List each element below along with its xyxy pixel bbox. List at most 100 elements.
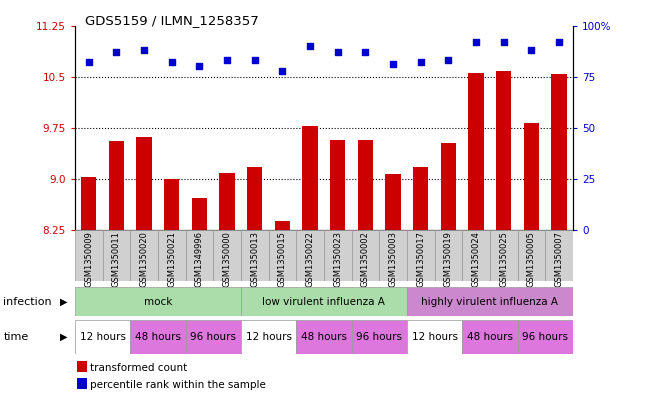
Bar xyxy=(441,143,456,230)
Bar xyxy=(275,221,290,230)
Bar xyxy=(352,320,407,354)
Bar xyxy=(462,320,518,354)
Text: percentile rank within the sample: percentile rank within the sample xyxy=(90,380,266,389)
Text: GSM1350020: GSM1350020 xyxy=(139,231,148,287)
Bar xyxy=(164,179,179,230)
Point xyxy=(388,61,398,68)
Bar xyxy=(186,230,213,281)
Bar xyxy=(75,230,103,281)
Bar xyxy=(407,320,462,354)
Text: time: time xyxy=(3,332,29,342)
Text: GSM1350011: GSM1350011 xyxy=(112,231,121,287)
Bar xyxy=(75,320,130,354)
Text: ▶: ▶ xyxy=(60,297,68,307)
Text: GSM1350013: GSM1350013 xyxy=(250,231,259,287)
Bar xyxy=(490,230,518,281)
Bar xyxy=(109,141,124,230)
Bar xyxy=(75,287,241,316)
Bar xyxy=(407,287,573,316)
Point xyxy=(360,49,370,55)
Bar xyxy=(385,174,400,230)
Text: 48 hours: 48 hours xyxy=(301,332,347,342)
Bar xyxy=(219,173,234,230)
Point xyxy=(333,49,343,55)
Bar xyxy=(435,230,462,281)
Bar xyxy=(379,230,407,281)
Bar xyxy=(545,230,573,281)
Point xyxy=(554,39,564,45)
Text: 48 hours: 48 hours xyxy=(135,332,181,342)
Text: GDS5159 / ILMN_1258357: GDS5159 / ILMN_1258357 xyxy=(85,14,258,27)
Bar xyxy=(213,230,241,281)
Text: GSM1350015: GSM1350015 xyxy=(278,231,287,287)
Bar xyxy=(192,198,207,230)
Bar xyxy=(352,230,379,281)
Bar xyxy=(518,230,545,281)
Bar xyxy=(158,230,186,281)
Text: GSM1350025: GSM1350025 xyxy=(499,231,508,287)
Text: GSM1350023: GSM1350023 xyxy=(333,231,342,287)
Text: 12 hours: 12 hours xyxy=(411,332,458,342)
Point xyxy=(167,59,177,66)
Bar xyxy=(407,230,435,281)
Text: 96 hours: 96 hours xyxy=(356,332,402,342)
Bar xyxy=(358,140,373,230)
Text: GSM1350005: GSM1350005 xyxy=(527,231,536,287)
Bar xyxy=(268,230,296,281)
Bar xyxy=(413,167,428,230)
Text: GSM1350003: GSM1350003 xyxy=(389,231,398,287)
Text: GSM1350024: GSM1350024 xyxy=(471,231,480,287)
Text: 12 hours: 12 hours xyxy=(245,332,292,342)
Point xyxy=(194,63,204,70)
Point xyxy=(83,59,94,66)
Bar xyxy=(524,123,539,230)
Text: GSM1349996: GSM1349996 xyxy=(195,231,204,287)
Point xyxy=(499,39,509,45)
Text: GSM1350002: GSM1350002 xyxy=(361,231,370,287)
Point xyxy=(415,59,426,66)
Bar xyxy=(137,137,152,230)
Text: GSM1350021: GSM1350021 xyxy=(167,231,176,287)
Text: 48 hours: 48 hours xyxy=(467,332,513,342)
Bar xyxy=(77,361,87,373)
Bar xyxy=(130,230,158,281)
Text: 96 hours: 96 hours xyxy=(190,332,236,342)
Point xyxy=(222,57,232,63)
Text: 96 hours: 96 hours xyxy=(522,332,568,342)
Point xyxy=(471,39,481,45)
Bar xyxy=(518,320,573,354)
Text: GSM1350017: GSM1350017 xyxy=(416,231,425,287)
Bar xyxy=(303,127,318,230)
Point xyxy=(277,67,288,73)
Bar xyxy=(186,320,241,354)
Bar xyxy=(130,320,186,354)
Bar xyxy=(241,320,296,354)
Text: GSM1350022: GSM1350022 xyxy=(305,231,314,287)
Bar xyxy=(247,167,262,230)
Bar xyxy=(296,320,352,354)
Bar xyxy=(330,140,345,230)
Text: low virulent influenza A: low virulent influenza A xyxy=(262,297,385,307)
Text: 12 hours: 12 hours xyxy=(79,332,126,342)
Point xyxy=(111,49,122,55)
Text: GSM1350009: GSM1350009 xyxy=(84,231,93,287)
Bar xyxy=(324,230,352,281)
Bar xyxy=(103,230,130,281)
Point xyxy=(305,43,315,49)
Bar xyxy=(241,287,407,316)
Bar xyxy=(551,74,566,230)
Point xyxy=(526,47,536,53)
Point xyxy=(139,47,149,53)
Point xyxy=(443,57,454,63)
Bar xyxy=(241,230,269,281)
Text: GSM1350019: GSM1350019 xyxy=(444,231,453,287)
Point xyxy=(249,57,260,63)
Text: mock: mock xyxy=(144,297,172,307)
Bar xyxy=(469,73,484,230)
Bar xyxy=(496,71,511,230)
Text: GSM1350000: GSM1350000 xyxy=(223,231,232,287)
Text: transformed count: transformed count xyxy=(90,362,187,373)
Bar xyxy=(77,378,87,389)
Bar xyxy=(81,178,96,230)
Bar xyxy=(462,230,490,281)
